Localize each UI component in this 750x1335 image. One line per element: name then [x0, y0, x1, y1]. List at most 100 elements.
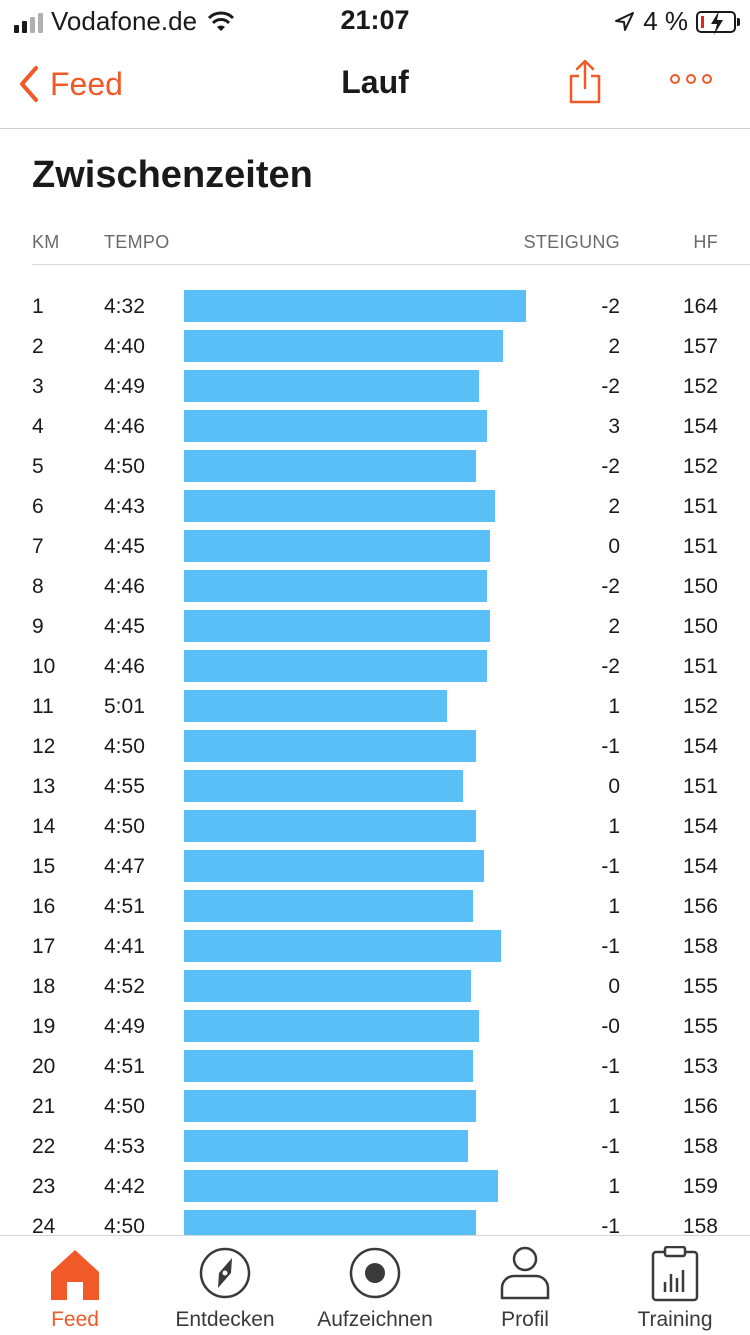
split-row[interactable]: 8 4:46 -2 150 [0, 565, 750, 605]
pace-bar [184, 1130, 468, 1162]
split-steigung: -2 [601, 375, 620, 398]
split-row[interactable]: 9 4:45 2 150 [0, 605, 750, 645]
pace-bar [184, 410, 487, 442]
tab-aufzeichnen[interactable]: Aufzeichnen [300, 1236, 450, 1335]
split-tempo: 4:47 [104, 855, 145, 878]
split-row[interactable]: 14 4:50 1 154 [0, 805, 750, 845]
pace-bar [184, 1010, 479, 1042]
split-row[interactable]: 3 4:49 -2 152 [0, 365, 750, 405]
split-steigung: -2 [601, 455, 620, 478]
tab-feed[interactable]: Feed [0, 1236, 150, 1335]
split-km: 6 [32, 495, 44, 518]
split-km: 18 [32, 975, 56, 998]
split-steigung: 2 [608, 615, 620, 638]
pace-bar [184, 770, 463, 802]
split-hf: 151 [682, 495, 718, 518]
split-km: 19 [32, 1015, 56, 1038]
split-row[interactable]: 4 4:46 3 154 [0, 405, 750, 445]
split-row[interactable]: 18 4:52 0 155 [0, 965, 750, 1005]
split-row[interactable]: 7 4:45 0 151 [0, 525, 750, 565]
split-tempo: 4:46 [104, 575, 145, 598]
split-steigung: 1 [608, 895, 620, 918]
split-row[interactable]: 16 4:51 1 156 [0, 885, 750, 925]
pace-bar [184, 1050, 473, 1082]
splits-list[interactable]: 1 4:32 -2 164 2 4:40 2 157 3 4:49 -2 152 4 4:46 3 154 5 4… [0, 285, 750, 1235]
split-steigung: 0 [608, 775, 620, 798]
battery-icon [696, 10, 740, 35]
header-divider [32, 264, 750, 265]
split-km: 15 [32, 855, 56, 878]
split-tempo: 4:53 [104, 1135, 145, 1158]
split-steigung: -1 [601, 735, 620, 758]
split-hf: 154 [682, 415, 718, 438]
page-title: Lauf [341, 64, 409, 100]
split-km: 13 [32, 775, 56, 798]
split-row[interactable]: 23 4:42 1 159 [0, 1165, 750, 1205]
tab-training[interactable]: Training [600, 1236, 750, 1335]
pace-bar [184, 730, 476, 762]
split-hf: 164 [682, 295, 718, 318]
split-row[interactable]: 17 4:41 -1 158 [0, 925, 750, 965]
tab-entdecken[interactable]: Entdecken [150, 1236, 300, 1335]
split-row[interactable]: 2 4:40 2 157 [0, 325, 750, 365]
split-km: 20 [32, 1055, 56, 1078]
signal-icon [14, 11, 43, 33]
split-row[interactable]: 22 4:53 -1 158 [0, 1125, 750, 1165]
status-right: 4 % [613, 6, 740, 37]
split-row[interactable]: 15 4:47 -1 154 [0, 845, 750, 885]
split-steigung: 0 [608, 535, 620, 558]
profile-icon [500, 1246, 550, 1300]
share-icon[interactable] [566, 58, 604, 104]
split-tempo: 4:45 [104, 535, 145, 558]
split-km: 22 [32, 1135, 56, 1158]
split-km: 7 [32, 535, 44, 558]
tab-label: Feed [51, 1308, 99, 1331]
split-row[interactable]: 5 4:50 -2 152 [0, 445, 750, 485]
back-button[interactable]: Feed [16, 64, 123, 104]
column-header-steigung: STEIGUNG [523, 232, 620, 252]
more-options-icon[interactable] [670, 74, 712, 84]
split-steigung: -0 [601, 1015, 620, 1038]
split-tempo: 4:50 [104, 1095, 145, 1118]
split-row[interactable]: 1 4:32 -2 164 [0, 285, 750, 325]
pace-bar [184, 650, 487, 682]
tab-label: Aufzeichnen [317, 1308, 433, 1331]
pace-bar [184, 1090, 476, 1122]
split-row[interactable]: 12 4:50 -1 154 [0, 725, 750, 765]
split-steigung: -1 [601, 1055, 620, 1078]
split-km: 24 [32, 1215, 56, 1235]
split-steigung: 1 [608, 1095, 620, 1118]
split-hf: 158 [682, 1215, 718, 1235]
split-row[interactable]: 20 4:51 -1 153 [0, 1045, 750, 1085]
split-km: 16 [32, 895, 56, 918]
pace-bar [184, 530, 490, 562]
split-km: 12 [32, 735, 56, 758]
split-hf: 155 [682, 1015, 718, 1038]
battery-percent: 4 % [643, 6, 688, 36]
split-row[interactable]: 24 4:50 -1 158 [0, 1205, 750, 1235]
split-hf: 154 [682, 815, 718, 838]
nav-bar: Feed Lauf [0, 42, 750, 129]
split-steigung: -2 [601, 575, 620, 598]
split-row[interactable]: 21 4:50 1 156 [0, 1085, 750, 1125]
pace-bar [184, 330, 503, 362]
tab-profil[interactable]: Profil [450, 1236, 600, 1335]
status-time: 21:07 [340, 5, 410, 35]
split-hf: 157 [682, 335, 718, 358]
split-tempo: 4:40 [104, 335, 145, 358]
split-km: 5 [32, 455, 44, 478]
split-row[interactable]: 11 5:01 1 152 [0, 685, 750, 725]
split-row[interactable]: 10 4:46 -2 151 [0, 645, 750, 685]
split-row[interactable]: 13 4:55 0 151 [0, 765, 750, 805]
split-steigung: -1 [601, 1135, 620, 1158]
split-hf: 151 [682, 535, 718, 558]
split-steigung: 1 [608, 695, 620, 718]
home-icon [51, 1250, 99, 1300]
status-bar: Vodafone.de 21:07 4 % [0, 0, 750, 42]
split-tempo: 4:51 [104, 895, 145, 918]
split-row[interactable]: 19 4:49 -0 155 [0, 1005, 750, 1045]
split-tempo: 4:32 [104, 295, 145, 318]
pace-bar [184, 890, 473, 922]
split-row[interactable]: 6 4:43 2 151 [0, 485, 750, 525]
split-tempo: 4:45 [104, 615, 145, 638]
